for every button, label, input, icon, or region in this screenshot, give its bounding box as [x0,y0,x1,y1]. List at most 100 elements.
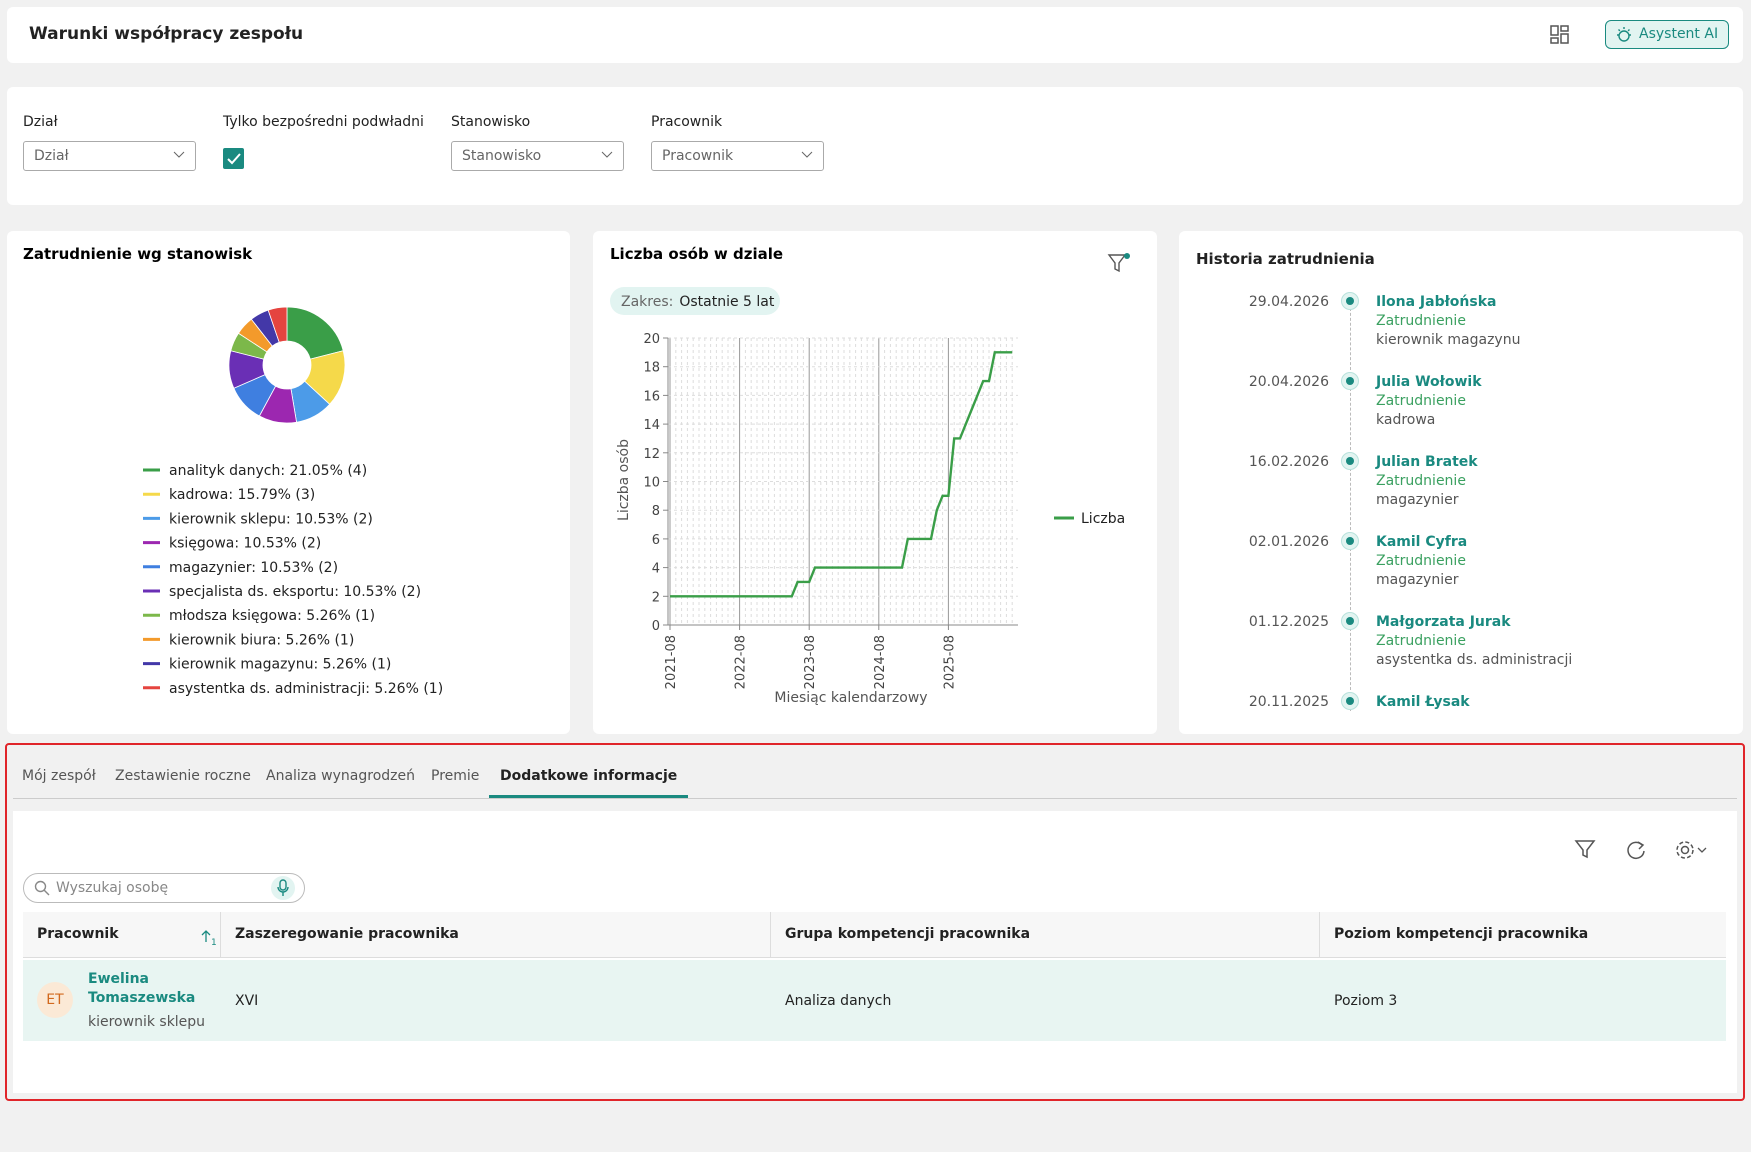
y-tick-label: 12 [643,447,660,462]
column-divider [770,912,771,957]
header: Warunki współpracy zespołu Asystent AI [7,7,1743,63]
x-tick-label: 2021-08 [664,635,679,689]
column-divider [1319,912,1320,957]
x-tick-label: 2023-08 [803,635,818,689]
table-cell: XVI [235,993,259,1009]
tab-underline [489,795,688,798]
timeline-dot [1341,692,1359,710]
history-list: 29.04.2026 Ilona Jabłońska Zatrudnienie kie… [1179,280,1743,712]
y-tick-label: 14 [643,418,660,433]
history-date: 29.04.2026 [1248,294,1329,310]
timeline-dot [1341,292,1359,310]
page-title: Warunki współpracy zespołu [29,24,304,44]
search-box[interactable]: Wyszukaj osobę [23,873,305,903]
column-header[interactable]: Zaszeregowanie pracownika [235,926,459,942]
tab[interactable]: Analiza wynagrodzeń [266,768,415,784]
y-tick-label: 4 [652,562,660,577]
employee-name[interactable]: Ewelina Tomaszewska [88,971,196,1006]
history-event: Zatrudnienie [1376,473,1466,489]
select[interactable]: Stanowisko [451,141,624,171]
pie-slice [267,306,288,343]
legend-label: magazynier: 10.53% (2) [169,560,338,576]
tab[interactable]: Dodatkowe informacje [500,768,678,784]
range-label: Zakres: [621,294,673,310]
table-row[interactable] [23,960,1726,1041]
legend-label: asystentka ds. administracji: 5.26% (1) [169,681,443,697]
line-series [670,351,1013,598]
y-tick-label: 16 [643,389,660,404]
y-tick-label: 0 [652,619,660,634]
table-tools[interactable] [1574,838,1714,862]
y-tick-label: 6 [652,533,660,548]
sort-arrow[interactable] [201,929,211,943]
legend-label: specjalista ds. eksportu: 10.53% (2) [169,584,421,600]
legend-label: kierownik sklepu: 10.53% (2) [169,511,373,527]
timeline-line [1350,628,1351,690]
history-date: 20.04.2026 [1248,374,1329,390]
filter-label: Stanowisko [451,114,531,130]
history-name[interactable]: Kamil Łysak [1376,694,1470,710]
legend-label: kadrowa: 15.79% (3) [169,487,315,503]
ai-button[interactable]: Asystent AI [1605,20,1729,49]
history-position: asystentka ds. administracji [1376,652,1573,668]
timeline-dot [1341,532,1359,550]
chart-title: Liczba osób w dziale [610,245,783,263]
timeline-line [1350,388,1351,450]
tab[interactable]: Premie [431,768,480,784]
column-header[interactable]: Poziom kompetencji pracownika [1334,926,1589,942]
layout-icon[interactable] [1550,25,1570,45]
avatar: ET [37,982,73,1018]
legend-label: analityk danych: 21.05% (4) [169,463,367,479]
timeline-dot [1341,452,1359,470]
filter-label: Tylko bezpośredni podwładni [223,114,424,130]
history-position: magazynier [1376,492,1459,508]
filter-dot [1124,253,1130,259]
history-name[interactable]: Małgorzata Jurak [1376,614,1511,630]
history-name[interactable]: Julian Bratek [1376,454,1478,470]
column-header[interactable]: Grupa kompetencji pracownika [785,926,1031,942]
history-date: 20.11.2025 [1248,694,1329,710]
history-position: magazynier [1376,572,1459,588]
search-placeholder: Wyszukaj osobę [56,880,169,896]
table-cell: Analiza danych [785,993,892,1009]
select[interactable]: Dział [23,141,196,171]
table-cell: Poziom 3 [1334,993,1398,1009]
tab[interactable]: Zestawienie roczne [115,768,251,784]
y-axis-title: Liczba osób [616,439,632,521]
y-tick-label: 20 [643,332,660,347]
history-name[interactable]: Ilona Jabłońska [1376,294,1497,310]
charts: Zatrudnienie wg stanowisk analityk danych… [23,245,1130,706]
filter-label: Pracownik [651,114,723,130]
history-name[interactable]: Kamil Cyfra [1376,534,1468,550]
column-header[interactable]: Pracownik [37,926,119,942]
timeline-dot [1341,612,1359,630]
employee-position: kierownik sklepu [88,1014,206,1030]
select-placeholder: Stanowisko [462,148,542,164]
history-position: kadrowa [1376,412,1436,428]
select[interactable]: Pracownik [651,141,824,171]
history-date: 02.01.2026 [1248,534,1329,550]
timeline-line [1350,708,1351,712]
checkbox[interactable] [223,148,244,169]
pie-slice [286,306,344,360]
tab[interactable]: Mój zespół [22,768,96,784]
sort-index: 1 [211,938,217,948]
select-placeholder: Pracownik [662,148,734,164]
filter-icon [1107,254,1127,273]
history-name[interactable]: Julia Wołowik [1376,374,1482,390]
range-chip [610,287,780,315]
timeline-dot [1341,372,1359,390]
y-tick-label: 10 [643,476,660,491]
y-tick-label: 2 [652,590,660,605]
filter-label: Dział [23,114,58,130]
y-tick-label: 8 [652,504,660,519]
x-tick-label: 2022-08 [734,635,749,689]
timeline-line [1350,468,1351,530]
filters: Dział Dział Tylko bezpośredni podwładni … [7,87,1743,205]
x-tick-label: 2025-08 [942,635,957,689]
x-axis-title: Miesiąc kalendarzowy [774,690,927,706]
table-header [23,912,1726,958]
ai-button-label: Asystent AI [1639,26,1719,42]
card-title: Historia zatrudnienia [1196,250,1375,268]
